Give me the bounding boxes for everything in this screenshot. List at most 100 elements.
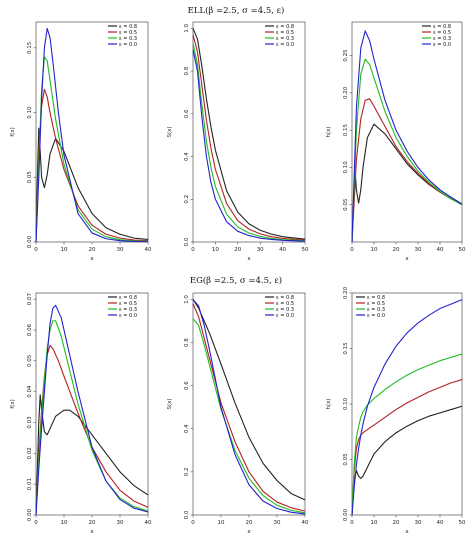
series-line-4 (35, 27, 149, 243)
row-1-title: ELL(β =2.5, σ =4.5, ε) (188, 5, 285, 16)
y-tick-label: 0.6 (184, 381, 190, 390)
legend-entry: ε = 0.0 (276, 42, 294, 48)
legend-entry: ε = 0.3 (276, 307, 294, 313)
x-axis-label: x (247, 529, 251, 535)
legend-entry: ε = 0.8 (119, 295, 137, 301)
y-tick-label: 0.05 (343, 453, 349, 466)
legend-entry: ε = 0.5 (433, 30, 451, 36)
y-axis-label: S(x) (167, 398, 173, 409)
series-line-3 (192, 43, 306, 242)
legend-entry: ε = 0.8 (119, 24, 137, 30)
y-axis-label: h(x) (326, 398, 332, 409)
x-tick-label: 30 (257, 247, 264, 253)
x-tick-label: 20 (89, 520, 96, 526)
x-tick-label: 20 (246, 520, 253, 526)
series-line-4 (192, 299, 306, 515)
x-axis-label: x (247, 256, 251, 262)
x-axis-label: x (90, 256, 94, 262)
y-tick-label: 0.8 (184, 338, 190, 347)
legend-entry: ε = 0.8 (276, 295, 294, 301)
series-line-2 (35, 88, 149, 243)
x-tick-label: 50 (459, 520, 466, 526)
panel-2: 0 10 20 30 40 50 0.0 0.2 0.4 0.6 0.8 1.0 x S(x) ε = 0.… (167, 21, 309, 262)
row-2-title: EG(β =2.5, σ =4.5, ε) (190, 275, 282, 286)
x-tick-label: 20 (393, 520, 400, 526)
x-tick-label: 30 (117, 520, 124, 526)
x-tick-label: 40 (145, 520, 152, 526)
y-tick-label: 0.4 (184, 424, 190, 433)
series-line-3 (351, 353, 463, 516)
y-tick-label: 0.4 (184, 152, 190, 161)
x-axis-label: x (405, 256, 409, 262)
series-line-4 (351, 30, 463, 243)
y-tick-label: 0.05 (27, 354, 33, 367)
legend-entry: ε = 0.3 (276, 36, 294, 42)
y-tick-label: 0.25 (343, 49, 349, 62)
x-tick-label: 10 (371, 520, 378, 526)
series-line-1 (351, 123, 463, 243)
plot-frame (351, 21, 463, 243)
x-tick-label: 30 (117, 247, 124, 253)
legend-entry: ε = 0.5 (119, 30, 137, 36)
y-tick-label: 1.0 (184, 295, 190, 304)
y-tick-label: 0.0 (184, 237, 190, 246)
x-tick-label: 10 (218, 520, 225, 526)
panel-4: 0 10 20 30 40 0.00 0.01 0.02 0.03 0.04 0.05 0.06 0.0… (10, 293, 152, 535)
x-tick-label: 40 (437, 247, 444, 253)
x-tick-label: 10 (61, 247, 68, 253)
x-tick-label: 0 (191, 520, 195, 526)
y-axis-label: h(x) (326, 126, 332, 137)
y-tick-label: 0.8 (184, 66, 190, 75)
series-line-1 (35, 394, 149, 516)
series-line-1 (192, 28, 306, 240)
series-line-4 (351, 299, 463, 516)
x-tick-label: 0 (350, 520, 354, 526)
legend-entry: ε = 0.0 (367, 313, 385, 319)
y-tick-label: 0.2 (184, 195, 190, 204)
series-line-1 (351, 405, 463, 516)
y-axis-label: f(x) (10, 399, 16, 408)
panel-6: 0 10 20 30 40 50 0.00 0.05 0.10 0.15 0.20 x h(x) ε = … (326, 286, 466, 535)
x-tick-label: 10 (212, 247, 219, 253)
x-tick-label: 0 (191, 247, 195, 253)
series-line-4 (35, 304, 149, 516)
legend-entry: ε = 0.5 (276, 30, 294, 36)
y-tick-label: 0.05 (27, 171, 33, 184)
y-tick-label: 0.10 (343, 397, 349, 410)
y-tick-label: 0.15 (343, 342, 349, 355)
x-tick-label: 40 (302, 520, 309, 526)
y-tick-label: 0.2 (184, 468, 190, 477)
series-line-3 (351, 58, 463, 243)
legend-entry: ε = 0.0 (433, 42, 451, 48)
legend-entry: ε = 0.8 (276, 24, 294, 30)
y-tick-label: 0.05 (343, 198, 349, 211)
legend-entry: ε = 0.5 (119, 301, 137, 307)
legend-entry: ε = 0.0 (119, 313, 137, 319)
y-tick-label: 0.00 (27, 235, 33, 248)
panel-5: 0 10 20 30 400.00.20.40.60.81.0xS(x)ε = 0.8ε… (167, 292, 309, 535)
x-tick-label: 30 (274, 520, 281, 526)
y-tick-label: 0.00 (27, 508, 33, 521)
y-tick-label: 0.03 (27, 416, 33, 429)
x-tick-label: 0 (34, 247, 38, 253)
x-tick-label: 20 (234, 247, 241, 253)
y-tick-label: 0.02 (27, 447, 33, 459)
y-tick-label: 0.10 (343, 161, 349, 174)
y-axis-label: S(x) (167, 126, 173, 137)
x-axis-label: x (405, 529, 409, 535)
legend-entry: ε = 0.8 (367, 295, 385, 301)
y-tick-label: 0.20 (343, 286, 349, 299)
x-tick-label: 10 (61, 520, 68, 526)
series-line-4 (192, 49, 306, 242)
x-tick-label: 50 (302, 247, 309, 253)
y-tick-label: 0.01 (27, 478, 33, 490)
x-tick-label: 40 (145, 247, 152, 253)
legend-entry: ε = 0.8 (433, 24, 451, 30)
x-tick-label: 20 (393, 247, 400, 253)
x-tick-label: 20 (89, 247, 96, 253)
y-tick-label: 0.15 (343, 124, 349, 137)
legend-entry: ε = 0.0 (276, 313, 294, 319)
x-tick-label: 30 (415, 520, 422, 526)
